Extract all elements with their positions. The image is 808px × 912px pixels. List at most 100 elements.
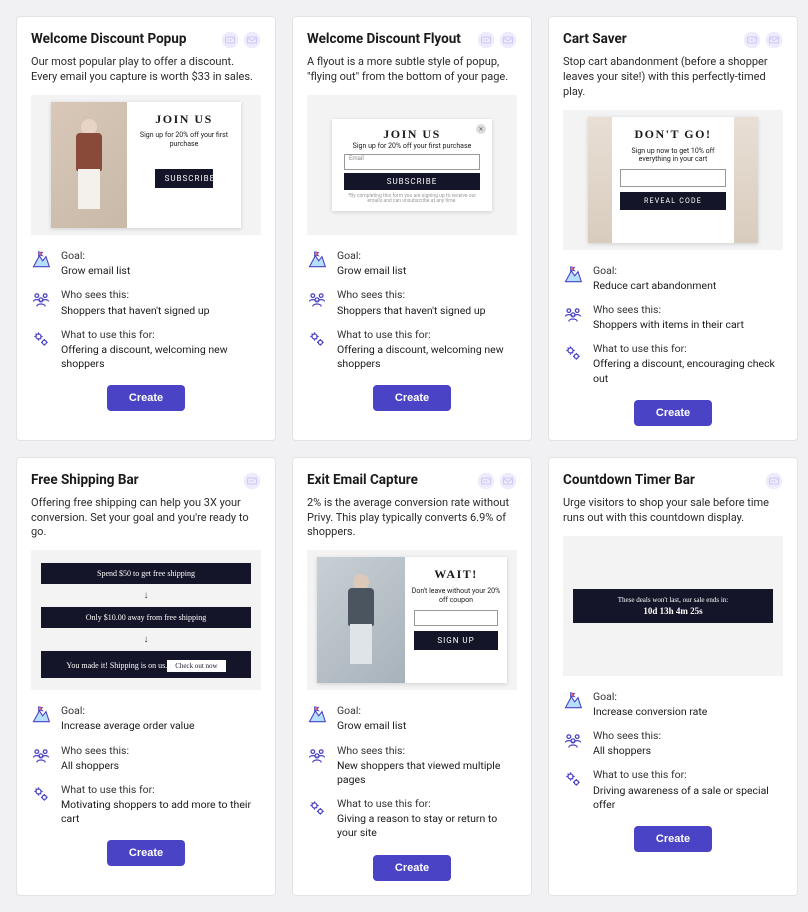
preview-bar-1: Spend $50 to get free shipping [41, 563, 251, 584]
card-preview: JOIN US Sign up for 20% off your first p… [31, 95, 261, 235]
audience-icon [563, 730, 583, 750]
gears-icon [31, 329, 51, 349]
meta-goal: Goal: Increase average order value [31, 704, 261, 733]
meta-use-value: Giving a reason to stay or return to you… [337, 812, 517, 840]
play-card: Cart Saver Stop cart abandonment (before… [548, 16, 798, 441]
meta-goal: Goal: Grow email list [31, 249, 261, 278]
meta-goal-value: Increase conversion rate [593, 705, 707, 719]
card-title: Countdown Timer Bar [563, 472, 695, 488]
meta-use-value: Offering a discount, encouraging check o… [593, 357, 783, 385]
meta-who-label: Who sees this: [337, 744, 517, 758]
meta-who: Who sees this: Shoppers that haven't sig… [307, 288, 517, 317]
meta-use: What to use this for: Giving a reason to… [307, 797, 517, 841]
card-preview: These deals won't last, our sale ends in… [563, 536, 783, 676]
play-card: Free Shipping Bar Offering free shipping… [16, 457, 276, 896]
meta-who-value: Shoppers with items in their cart [593, 318, 744, 332]
preview-bars: Spend $50 to get free shipping ↓ Only $1… [41, 563, 251, 678]
preview-countdown-label: These deals won't last, our sale ends in… [573, 596, 773, 604]
play-card: Welcome Discount Flyout A flyout is a mo… [292, 16, 532, 441]
meta-goal-value: Grow email list [337, 264, 406, 278]
preview-sub: Sign up for 20% off your first purchase [344, 142, 480, 151]
gears-icon [307, 329, 327, 349]
preview-button: REVEAL CODE [620, 192, 726, 210]
meta-use-label: What to use this for: [593, 342, 783, 356]
card-badges [765, 472, 783, 490]
preview-sub: Sign up for 20% off your first purchase [135, 131, 233, 149]
preview-countdown: These deals won't last, our sale ends in… [573, 589, 773, 623]
meta-use-value: Motivating shoppers to add more to their… [61, 798, 261, 826]
preview-title: JOIN US [155, 112, 213, 127]
goal-icon [307, 250, 327, 270]
meta-who-value: All shoppers [593, 744, 661, 758]
card-badges [221, 31, 261, 49]
popup-icon [765, 472, 783, 490]
meta-goal-value: Increase average order value [61, 719, 195, 733]
preview-button: SUBSCRIBE [155, 169, 214, 188]
preview-button: SUBSCRIBE [344, 173, 480, 190]
create-button[interactable]: Create [373, 855, 451, 881]
preview-bar-2: Only $10.00 away from free shipping [41, 607, 251, 628]
preview-sub: Don't leave without your 20% off coupon [411, 587, 501, 605]
goal-icon [307, 705, 327, 725]
popup-icon [743, 31, 761, 49]
audience-icon [31, 745, 51, 765]
meta-use: What to use this for: Motivating shopper… [31, 783, 261, 827]
popup-icon [221, 31, 239, 49]
preview-popup: JOIN US Sign up for 20% off your first p… [51, 102, 241, 228]
card-preview: DON'T GO! Sign up now to get 10% off eve… [563, 110, 783, 250]
card-badges [477, 31, 517, 49]
create-button[interactable]: Create [107, 385, 185, 411]
create-button[interactable]: Create [634, 400, 712, 426]
card-title: Welcome Discount Popup [31, 31, 186, 47]
popup-icon [477, 472, 495, 490]
meta-use: What to use this for: Offering a discoun… [307, 328, 517, 372]
play-card: Countdown Timer Bar Urge visitors to sho… [548, 457, 798, 896]
meta-who-value: Shoppers that haven't signed up [61, 304, 210, 318]
card-title: Welcome Discount Flyout [307, 31, 461, 47]
preview-exit: WAIT! Don't leave without your 20% off c… [317, 557, 507, 683]
meta-who-label: Who sees this: [337, 288, 486, 302]
meta-goal: Goal: Reduce cart abandonment [563, 264, 783, 293]
meta-use-label: What to use this for: [61, 783, 261, 797]
create-button[interactable]: Create [373, 385, 451, 411]
meta-who: Who sees this: New shoppers that viewed … [307, 744, 517, 788]
meta-goal-value: Reduce cart abandonment [593, 279, 716, 293]
card-title: Exit Email Capture [307, 472, 418, 488]
popup-icon [243, 472, 261, 490]
meta-who-label: Who sees this: [593, 729, 661, 743]
audience-icon [31, 289, 51, 309]
card-description: Stop cart abandonment (before a shopper … [563, 55, 783, 100]
create-button[interactable]: Create [634, 826, 712, 852]
preview-title: WAIT! [434, 567, 478, 582]
mail-icon [499, 31, 517, 49]
audience-icon [563, 304, 583, 324]
audience-icon [307, 289, 327, 309]
preview-bar-3: You made it! Shipping is on us.Check out… [41, 651, 251, 678]
meta-goal-label: Goal: [61, 249, 130, 263]
create-button[interactable]: Create [107, 840, 185, 866]
card-title: Free Shipping Bar [31, 472, 139, 488]
meta-who: Who sees this: All shoppers [31, 744, 261, 773]
meta-use: What to use this for: Offering a discoun… [31, 328, 261, 372]
mail-icon [243, 31, 261, 49]
mail-icon [765, 31, 783, 49]
meta-who-label: Who sees this: [593, 303, 744, 317]
meta-who: Who sees this: Shoppers that haven't sig… [31, 288, 261, 317]
meta-goal: Goal: Grow email list [307, 249, 517, 278]
preview-disclaimer: *By completing this form you are signing… [344, 194, 480, 205]
goal-icon [31, 705, 51, 725]
card-preview: WAIT! Don't leave without your 20% off c… [307, 550, 517, 690]
preview-flyout: ✕ JOIN US Sign up for 20% off your first… [332, 119, 492, 211]
arrow-down-icon: ↓ [144, 592, 149, 599]
meta-goal-label: Goal: [593, 264, 716, 278]
meta-goal: Goal: Grow email list [307, 704, 517, 733]
popup-icon [477, 31, 495, 49]
preview-bar-button: Check out now [167, 660, 225, 672]
gears-icon [563, 343, 583, 363]
preview-sub: Sign up now to get 10% off everything in… [618, 147, 728, 165]
meta-goal-label: Goal: [61, 704, 195, 718]
card-title: Cart Saver [563, 31, 627, 47]
goal-icon [563, 691, 583, 711]
mail-icon [499, 472, 517, 490]
gears-icon [563, 769, 583, 789]
